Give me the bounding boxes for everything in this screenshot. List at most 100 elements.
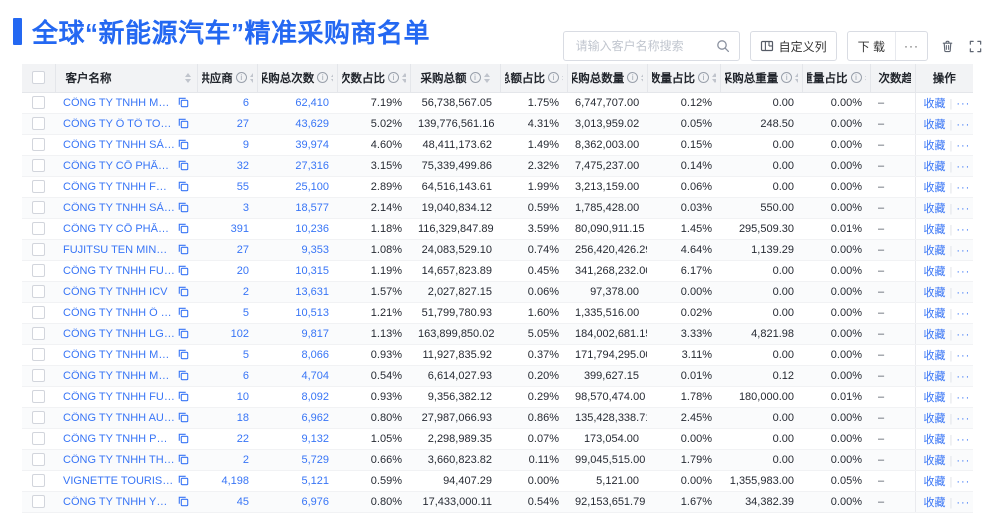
row-checkbox[interactable] <box>32 348 45 361</box>
row-checkbox[interactable] <box>32 117 45 130</box>
row-more-button[interactable]: ··· <box>956 286 971 299</box>
cell-supplier[interactable]: 4,198 <box>221 474 249 487</box>
cell-purchase_count[interactable]: 10,236 <box>295 222 329 235</box>
row-more-button[interactable]: ··· <box>956 307 971 320</box>
customer-name-link[interactable]: CÔNG TY Ô TÔ TOYOTA VIỆT ... <box>63 117 175 130</box>
favorite-button[interactable]: 收藏 <box>923 97 946 110</box>
copy-icon[interactable] <box>178 370 189 381</box>
copy-icon[interactable] <box>178 307 189 318</box>
favorite-button[interactable]: 收藏 <box>923 412 946 425</box>
customer-name-link[interactable]: CÔNG TY TNHH SẢN XUẤT VÀ ... <box>63 201 175 214</box>
customer-name-link[interactable]: CÔNG TY TNHH LG ELECTRON... <box>63 327 175 340</box>
cell-supplier[interactable]: 20 <box>236 264 249 277</box>
favorite-button[interactable]: 收藏 <box>923 202 946 215</box>
customer-name-link[interactable]: CÔNG TY TNHH PHÂN PHỐI T... <box>63 432 175 445</box>
row-more-button[interactable]: ··· <box>956 454 971 467</box>
cell-purchase_count[interactable]: 9,132 <box>301 432 329 445</box>
row-checkbox[interactable] <box>32 201 45 214</box>
row-more-button[interactable]: ··· <box>956 202 971 215</box>
customer-name-link[interactable]: CÔNG TY TNHH ICV <box>63 285 168 298</box>
row-more-button[interactable]: ··· <box>956 181 971 194</box>
row-checkbox[interactable] <box>32 411 45 424</box>
row-more-button[interactable]: ··· <box>956 475 971 488</box>
search-icon[interactable] <box>716 39 730 53</box>
copy-icon[interactable] <box>178 454 189 465</box>
trash-icon[interactable] <box>938 37 956 55</box>
row-more-button[interactable]: ··· <box>956 496 971 509</box>
cell-supplier[interactable]: 5 <box>242 348 249 361</box>
copy-icon[interactable] <box>178 349 189 360</box>
row-checkbox[interactable] <box>32 390 45 403</box>
row-more-button[interactable]: ··· <box>956 97 971 110</box>
download-button[interactable]: 下 载 <box>857 39 885 54</box>
cell-purchase_count[interactable]: 10,315 <box>295 264 329 277</box>
info-icon[interactable]: i <box>235 72 247 84</box>
row-more-button[interactable]: ··· <box>956 328 971 341</box>
cell-supplier[interactable]: 22 <box>236 432 249 445</box>
cell-purchase_count[interactable]: 62,410 <box>295 96 329 109</box>
cell-purchase_count[interactable]: 25,100 <box>295 180 329 193</box>
favorite-button[interactable]: 收藏 <box>923 223 946 236</box>
info-icon[interactable]: i <box>627 72 639 84</box>
cell-supplier[interactable]: 6 <box>242 96 249 109</box>
customer-name-link[interactable]: CÔNG TY CỔ PHẦN SẢN XUẤT... <box>63 159 175 172</box>
cell-supplier[interactable]: 32 <box>236 159 249 172</box>
customer-name-link[interactable]: CÔNG TY TNHH MTV SẢN XUẤ... <box>63 96 175 109</box>
cell-purchase_count[interactable]: 9,817 <box>301 327 329 340</box>
row-checkbox[interactable] <box>32 474 45 487</box>
customer-name-link[interactable]: CÔNG TY TNHH MERCEDES–B... <box>63 369 175 382</box>
info-icon[interactable]: i <box>698 72 709 84</box>
fullscreen-icon[interactable] <box>966 37 984 55</box>
customer-search-box[interactable] <box>562 31 740 61</box>
favorite-button[interactable]: 收藏 <box>923 244 946 257</box>
row-checkbox[interactable] <box>32 306 45 319</box>
customer-name-link[interactable]: CÔNG TY TNHH YOKOWO VIỆT... <box>63 495 175 508</box>
row-more-button[interactable]: ··· <box>956 433 971 446</box>
cell-purchase_count[interactable]: 13,631 <box>295 285 329 298</box>
search-input[interactable] <box>573 38 716 54</box>
cell-purchase_count[interactable]: 9,353 <box>301 243 329 256</box>
cell-purchase_count[interactable]: 6,976 <box>301 495 329 508</box>
favorite-button[interactable]: 收藏 <box>923 139 946 152</box>
customer-name-link[interactable]: FUJITSU TEN MINDA INDIA PVT... <box>63 243 175 256</box>
copy-icon[interactable] <box>178 475 189 486</box>
customer-name-link[interactable]: CÔNG TY TNHH SẢN XUẤT VÀ ... <box>63 138 175 151</box>
copy-icon[interactable] <box>178 202 189 213</box>
info-icon[interactable]: i <box>388 72 399 84</box>
row-checkbox[interactable] <box>32 222 45 235</box>
cell-purchase_count[interactable]: 4,704 <box>301 369 329 382</box>
info-icon[interactable]: i <box>548 72 559 84</box>
sort-icon[interactable] <box>331 72 333 83</box>
row-more-button[interactable]: ··· <box>956 244 971 257</box>
favorite-button[interactable]: 收藏 <box>923 370 946 383</box>
cell-supplier[interactable]: 102 <box>230 327 249 340</box>
row-more-button[interactable]: ··· <box>956 391 971 404</box>
cell-purchase_count[interactable]: 43,629 <box>295 117 329 130</box>
row-checkbox[interactable] <box>32 495 45 508</box>
favorite-button[interactable]: 收藏 <box>923 433 946 446</box>
cell-supplier[interactable]: 391 <box>230 222 249 235</box>
favorite-button[interactable]: 收藏 <box>923 160 946 173</box>
customer-name-link[interactable]: CÔNG TY TNHH THN AUTOPAR... <box>63 453 175 466</box>
customer-name-link[interactable]: CÔNG TY TNHH Ô TÔ MITSUBI... <box>63 306 175 319</box>
row-more-button[interactable]: ··· <box>956 160 971 173</box>
info-icon[interactable]: i <box>469 72 481 84</box>
favorite-button[interactable]: 收藏 <box>923 118 946 131</box>
info-icon[interactable]: i <box>781 72 793 84</box>
row-checkbox[interactable] <box>32 285 45 298</box>
favorite-button[interactable]: 收藏 <box>923 307 946 320</box>
sort-icon[interactable] <box>249 72 253 83</box>
row-more-button[interactable]: ··· <box>956 118 971 131</box>
more-actions-button[interactable]: ··· <box>895 32 927 60</box>
row-checkbox[interactable] <box>32 180 45 193</box>
info-icon[interactable]: i <box>317 72 329 84</box>
favorite-button[interactable]: 收藏 <box>923 391 946 404</box>
cell-supplier[interactable]: 27 <box>236 117 249 130</box>
sort-icon[interactable] <box>562 72 563 83</box>
cell-supplier[interactable]: 5 <box>242 306 249 319</box>
row-checkbox[interactable] <box>32 138 45 151</box>
row-checkbox[interactable] <box>32 159 45 172</box>
customer-name-link[interactable]: VIGNETTE TOURISTIQUE G UNI... <box>63 474 175 487</box>
customer-name-link[interactable]: CÔNG TY TNHH FORD VIỆT NAM <box>63 180 175 193</box>
customize-columns-button[interactable]: 自定义列 <box>749 31 837 61</box>
